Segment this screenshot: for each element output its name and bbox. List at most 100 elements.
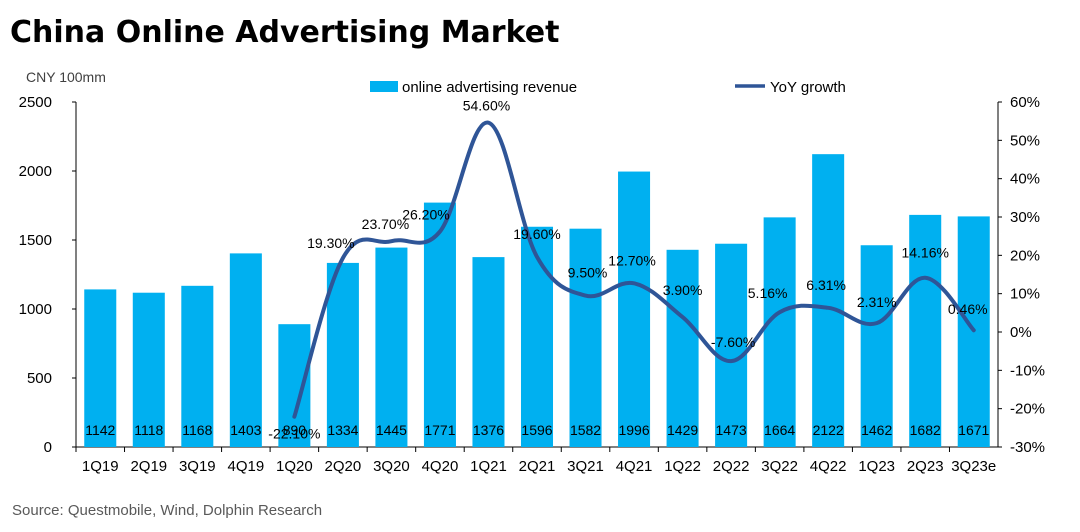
x-tick-label: 2Q20 [325, 458, 362, 475]
y2-tick-label: -20% [1010, 401, 1045, 418]
yoy-label: 0.46% [948, 301, 988, 317]
x-tick-label: 2Q21 [519, 458, 556, 475]
bar-label: 1429 [667, 422, 698, 438]
y-tick-label: 500 [27, 370, 52, 387]
bar [181, 285, 214, 447]
x-tick-label: 1Q19 [82, 458, 119, 475]
bar [569, 228, 602, 447]
y-tick-label: 1500 [19, 232, 52, 249]
bar-label: 1376 [473, 422, 504, 438]
y2-tick-label: 30% [1010, 209, 1040, 226]
bar-label: 1168 [182, 422, 212, 438]
x-tick-label: 2Q22 [713, 458, 750, 475]
yoy-label: 12.70% [608, 252, 655, 268]
y2-tick-label: 40% [1010, 171, 1040, 188]
bar [375, 247, 408, 447]
y2-tick-label: 60% [1010, 94, 1040, 111]
x-tick-label: 4Q21 [616, 458, 653, 475]
bar-label: 1996 [618, 422, 649, 438]
bar [423, 202, 456, 447]
x-tick-label: 4Q19 [227, 458, 264, 475]
bar-label: 1403 [230, 422, 261, 438]
bar-label: 1118 [134, 422, 163, 438]
yoy-label: 19.60% [513, 226, 560, 242]
y2-tick-label: -10% [1010, 362, 1045, 379]
x-tick-label: 1Q21 [470, 458, 507, 475]
yoy-label: 2.31% [857, 294, 897, 310]
y2-tick-label: -30% [1010, 439, 1045, 456]
bar [909, 214, 942, 447]
bar-label: 1462 [861, 422, 892, 438]
bar [763, 217, 796, 447]
bar [520, 226, 554, 447]
bar [812, 154, 845, 447]
y-tick-label: 2000 [19, 163, 52, 180]
yoy-label: 54.60% [463, 98, 510, 114]
x-tick-label: 3Q21 [567, 458, 604, 475]
bar-label: 1582 [570, 422, 601, 438]
y2-tick-label: 50% [1010, 132, 1040, 149]
yoy-label: 26.20% [402, 207, 449, 223]
chart-title: China Online Advertising Market [10, 15, 559, 50]
bar-label: 1596 [521, 422, 552, 438]
x-tick-label: 1Q22 [664, 458, 701, 475]
y2-tick-label: 20% [1010, 247, 1040, 264]
bar [618, 171, 651, 447]
yoy-label: 14.16% [901, 245, 948, 261]
x-tick-label: 3Q22 [761, 458, 798, 475]
legend-label-yoy: YoY growth [770, 79, 846, 96]
x-tick-label: 2Q19 [130, 458, 167, 475]
legend-label-revenue: online advertising revenue [402, 79, 577, 96]
bar-label: 1671 [958, 422, 989, 438]
bar-label: 1664 [764, 422, 795, 438]
y-tick-label: 2500 [19, 94, 52, 111]
yoy-label: -22.10% [268, 426, 320, 442]
bar-label: 1771 [424, 422, 455, 438]
yoy-line-path [292, 120, 976, 419]
x-tick-label: 2Q23 [907, 458, 944, 475]
legend: online advertising revenue YoY growth [370, 79, 846, 96]
y-tick-label: 1000 [19, 301, 52, 318]
bar [229, 253, 262, 447]
legend-swatch-revenue [370, 81, 398, 92]
bar-label: 2122 [813, 422, 844, 438]
bar-labels: 1142 1118 1168 1403 890 1334 1445 1771 1376 1596 1… [85, 422, 989, 438]
x-tick-label: 3Q20 [373, 458, 410, 475]
bar-label: 1682 [910, 422, 941, 438]
bar [472, 257, 505, 447]
yoy-label: 5.16% [748, 285, 788, 301]
yoy-line [292, 120, 976, 419]
bar-label: 890 [283, 422, 307, 438]
yoy-label: 19.30% [307, 235, 354, 251]
yoy-labels: -22.10% 19.30% 23.70%26.20% 54.60% 19.60% 9.5… [268, 98, 987, 442]
bar [84, 289, 117, 447]
bar [666, 249, 699, 447]
bar [326, 262, 359, 447]
x-tick-label: 4Q22 [810, 458, 847, 475]
yoy-label: 3.90% [663, 282, 703, 298]
axes: 0 500 1000 1500 2000 2500 -30% -20% -10% 0% 10% 20%… [19, 94, 1045, 475]
yoy-label: 9.50% [568, 265, 608, 281]
x-tick-label: 1Q20 [276, 458, 313, 475]
yoy-label: 6.31% [806, 277, 846, 293]
x-tick-label: 3Q19 [179, 458, 216, 475]
y-axis-unit: CNY 100mm [26, 69, 106, 85]
x-tick-label: 1Q23 [858, 458, 895, 475]
bar-label: 1142 [85, 422, 115, 438]
bar [278, 324, 311, 447]
x-tick-label: 4Q20 [422, 458, 459, 475]
y2-tick-label: 0% [1010, 324, 1032, 341]
yoy-label: 23.70% [362, 216, 409, 232]
x-tick-label: 3Q23e [951, 458, 996, 475]
y2-tick-label: 10% [1010, 286, 1040, 303]
bar-label: 1334 [327, 422, 358, 438]
bars [84, 154, 990, 447]
source-note: Source: Questmobile, Wind, Dolphin Resea… [12, 502, 322, 519]
bar [132, 292, 165, 447]
y-tick-label: 0 [44, 439, 52, 456]
bar [860, 245, 893, 447]
bar-label: 1445 [376, 422, 407, 438]
bar-label: 1473 [716, 422, 747, 438]
